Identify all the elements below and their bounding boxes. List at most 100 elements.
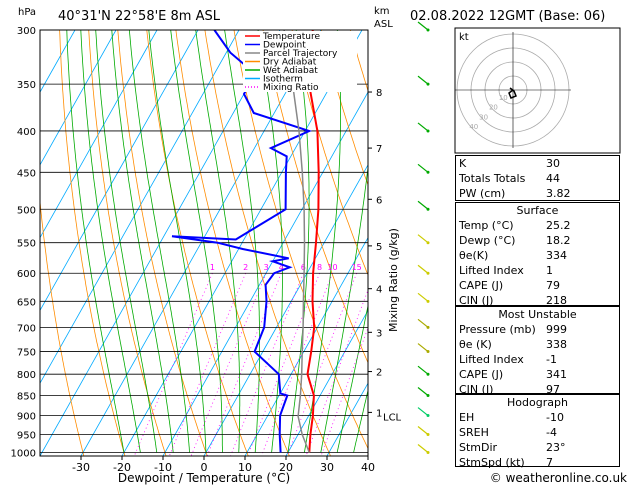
pressure-tick-label: 700 [17, 323, 36, 334]
k-value: 30 [546, 156, 616, 171]
mixing-ratio-label: 8 [317, 263, 322, 272]
km-tick-label: 1 [376, 408, 382, 419]
wind-barb [418, 265, 428, 273]
surface-label: θe(K) [459, 248, 488, 263]
surface-value: 79 [546, 278, 616, 293]
pressure-tick-label: 350 [17, 80, 36, 91]
mixing-ratio-label: 10 [327, 263, 337, 272]
wind-barb [418, 164, 428, 172]
hodo-row: EH -10 [456, 410, 619, 425]
wind-barb [418, 319, 428, 327]
wind-barb-station [427, 451, 430, 454]
wind-barb-station [427, 272, 430, 275]
wet-adiabat-line [67, 30, 124, 453]
pressure-tick-label: 1000 [11, 449, 36, 460]
wind-barb [418, 201, 428, 209]
hodograph-unit: kt [459, 32, 469, 43]
surface-label: Dewp (°C) [459, 233, 515, 248]
hodo-row: StmDir 23° [456, 440, 619, 455]
pressure-tick-label: 950 [17, 431, 36, 442]
wet-adiabat-line [81, 30, 141, 453]
wind-barb-station [427, 394, 430, 397]
mu-row: Lifted Index -1 [456, 352, 619, 367]
x-tick-label: -30 [72, 461, 90, 474]
surface-title: Surface [456, 203, 619, 218]
hodo-label: EH [459, 410, 474, 425]
x-tick-label: 40 [361, 461, 375, 474]
hodo-value: 7 [546, 455, 616, 470]
pressure-tick-label: 900 [17, 412, 36, 423]
mixing-ratio-label: 2 [243, 263, 248, 272]
legend-label: Mixing Ratio [263, 83, 319, 93]
wind-barb [418, 235, 428, 243]
copyright: © weatheronline.co.uk [490, 471, 627, 485]
wind-barbs [418, 22, 430, 454]
wind-barb [418, 408, 428, 416]
mu-label: Pressure (mb) [459, 322, 536, 337]
asl-label: ASL [374, 19, 393, 30]
wet-adiabat-line [258, 30, 282, 453]
surface-label: Lifted Index [459, 263, 524, 278]
wind-barb-station [427, 326, 430, 329]
mu-value: 999 [546, 322, 616, 337]
wind-barb-station [427, 129, 430, 132]
mixing-ratio-line [169, 273, 245, 456]
wind-barb-station [427, 373, 430, 376]
wind-barb-station [427, 83, 430, 86]
mixing-ratio-line [306, 273, 374, 456]
surface-row: θe(K)334 [456, 248, 619, 263]
mu-row: Pressure (mb) 999 [456, 322, 619, 337]
wind-barb [418, 445, 428, 453]
surface-row: CAPE (J)79 [456, 278, 619, 293]
hodograph-ring-label: 20 [489, 104, 498, 112]
lcl-label: LCL [383, 412, 402, 423]
mu-value: -1 [546, 352, 616, 367]
wet-adiabat-line [149, 30, 206, 453]
wind-barb-station [427, 171, 430, 174]
surface-label: Temp (°C) [459, 218, 514, 233]
wind-barb-station [427, 414, 430, 417]
km-tick-label: 2 [376, 368, 382, 379]
mixing-ratio-label: 15 [352, 263, 362, 272]
hpa-label: hPa [18, 7, 36, 18]
mu-label: θe (K) [459, 337, 492, 352]
hodo-value: 23° [546, 440, 616, 455]
y-axis-label-right: Mixing Ratio (g/kg) [387, 228, 400, 332]
tt-label: Totals Totals [459, 171, 525, 186]
hodo-label: StmDir [459, 440, 497, 455]
hodo-label: SREH [459, 425, 489, 440]
surface-value: 18.2 [546, 233, 616, 248]
hodograph-ring-label: 30 [479, 113, 488, 121]
hodo-row: SREH-4 [456, 425, 619, 440]
mixing-ratio-label: 20 [369, 263, 379, 272]
pressure-tick-label: 400 [17, 127, 36, 138]
km-tick-label: 5 [376, 242, 382, 253]
wet-adiabat-line [171, 30, 223, 453]
hodo-value: -10 [546, 410, 616, 425]
pressure-tick-label: 850 [17, 391, 36, 402]
hodograph-ring-label: 10 [499, 94, 508, 102]
km-tick-label: 7 [376, 144, 382, 155]
hodo-label: StmSpd (kt) [459, 455, 525, 470]
mixing-ratio-label: 3 [264, 263, 269, 272]
wind-barb-station [427, 29, 430, 32]
most-unstable-title: Most Unstable [456, 307, 619, 322]
mu-row: θe (K)338 [456, 337, 619, 352]
pressure-tick-label: 750 [17, 348, 36, 359]
pressure-tick-label: 550 [17, 239, 36, 250]
axes: 3003504004505005506006507007508008509009… [11, 26, 402, 474]
mu-label: Lifted Index [459, 352, 524, 367]
mixing-ratio-line [287, 273, 357, 456]
wind-barb-station [427, 241, 430, 244]
wind-barb-station [427, 350, 430, 353]
pw-row: PW (cm)3.82 [456, 186, 619, 201]
wet-adiabat-line [321, 30, 378, 453]
wind-barb [418, 427, 428, 435]
